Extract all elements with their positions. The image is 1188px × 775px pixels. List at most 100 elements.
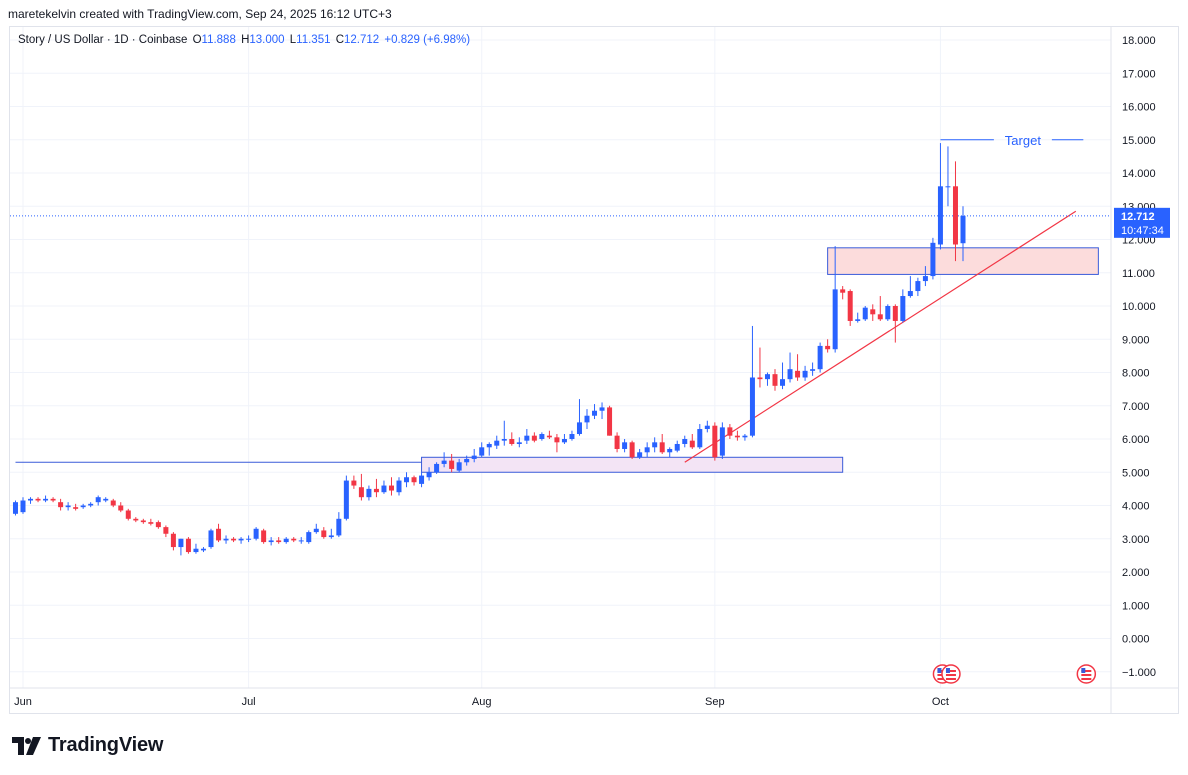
candle-body <box>764 374 770 380</box>
candle-body <box>637 452 643 458</box>
candle <box>787 352 793 383</box>
candle-body <box>614 435 620 449</box>
candle-body <box>396 480 402 493</box>
candle <box>148 518 154 526</box>
candle <box>388 477 394 496</box>
candle-body <box>118 505 124 511</box>
candle <box>35 497 41 503</box>
candle-body <box>622 442 628 449</box>
candle <box>268 537 274 546</box>
high-label: H <box>241 34 250 46</box>
candle <box>780 362 786 390</box>
candle <box>614 432 620 453</box>
candle-body <box>366 488 372 498</box>
candle-body <box>456 462 462 471</box>
candle <box>599 402 605 420</box>
candle-body <box>306 532 312 543</box>
y-tick-label: −1.000 <box>1122 667 1156 679</box>
candle <box>546 430 552 439</box>
candle-body <box>155 522 161 528</box>
y-tick-label: 4.000 <box>1122 501 1150 513</box>
candle-body <box>231 538 237 541</box>
candle-body <box>193 548 199 553</box>
candle <box>952 161 958 262</box>
candle <box>561 434 567 444</box>
candle-body <box>817 345 823 370</box>
candle <box>193 543 199 554</box>
candle-body <box>780 379 786 386</box>
candle-body <box>148 522 154 524</box>
candle-body <box>185 538 191 553</box>
candle <box>486 442 492 456</box>
candle-body <box>749 377 755 436</box>
candle <box>674 440 680 453</box>
candle-body <box>629 442 635 458</box>
candle <box>328 528 334 539</box>
candle-body <box>644 447 650 453</box>
candle <box>494 435 500 449</box>
candle <box>832 246 838 353</box>
y-tick-label: 8.000 <box>1122 368 1150 380</box>
candle-body <box>441 460 447 464</box>
candle-body <box>268 540 274 543</box>
close-value: 12.712 <box>344 34 380 46</box>
candle <box>110 498 116 508</box>
candle-body <box>607 407 613 436</box>
candle-body <box>937 186 943 245</box>
candle-body <box>73 507 79 509</box>
candle <box>449 453 455 473</box>
candle <box>682 435 688 448</box>
candle <box>885 304 891 321</box>
candle-body <box>682 439 688 444</box>
candle <box>73 503 79 511</box>
candle <box>125 508 131 521</box>
candle <box>554 434 560 453</box>
candle <box>667 447 673 458</box>
y-tick-label: 6.000 <box>1122 434 1150 446</box>
candle-body <box>930 242 936 277</box>
economic-event-marker[interactable] <box>1076 664 1097 684</box>
candle <box>261 528 267 544</box>
candle-body <box>952 186 958 245</box>
last-price-label-bg <box>1114 207 1170 238</box>
candle <box>373 478 379 498</box>
candle-body <box>321 530 327 538</box>
candle-body <box>960 215 966 244</box>
candle-body <box>787 369 793 380</box>
candle-body <box>276 540 282 543</box>
candle-body <box>246 538 252 540</box>
grid <box>10 27 1111 688</box>
candle-body <box>125 510 131 519</box>
candle-body <box>546 435 552 438</box>
candle-body <box>584 415 590 423</box>
economic-event-marker[interactable] <box>941 664 961 684</box>
candle <box>163 525 169 538</box>
candle-body <box>524 435 530 441</box>
candle-body <box>531 435 537 441</box>
chart-frame[interactable] <box>9 26 1179 714</box>
candle-body <box>494 440 500 446</box>
candle <box>825 339 831 353</box>
tradingview-logo[interactable]: TradingView <box>12 734 163 757</box>
candle <box>622 439 628 453</box>
candle <box>411 475 417 486</box>
candle-body <box>516 442 522 444</box>
x-tick-label: Oct <box>932 696 949 708</box>
candle-body <box>734 435 740 438</box>
candle <box>298 537 304 544</box>
candle-body <box>343 480 349 519</box>
y-tick-label: 1.000 <box>1122 600 1150 612</box>
candle <box>817 342 823 373</box>
candle-body <box>795 370 801 378</box>
candle <box>479 442 485 458</box>
time-axis: Jun Jul Aug Sep Oct <box>10 687 1179 708</box>
candle <box>907 276 913 298</box>
candle-body <box>922 276 928 282</box>
candle-body <box>862 307 868 320</box>
y-tick-label: 18.000 <box>1122 35 1156 47</box>
y-tick-label: 14.000 <box>1122 168 1156 180</box>
candle <box>749 325 755 438</box>
candle <box>810 362 816 376</box>
candles <box>12 143 966 556</box>
